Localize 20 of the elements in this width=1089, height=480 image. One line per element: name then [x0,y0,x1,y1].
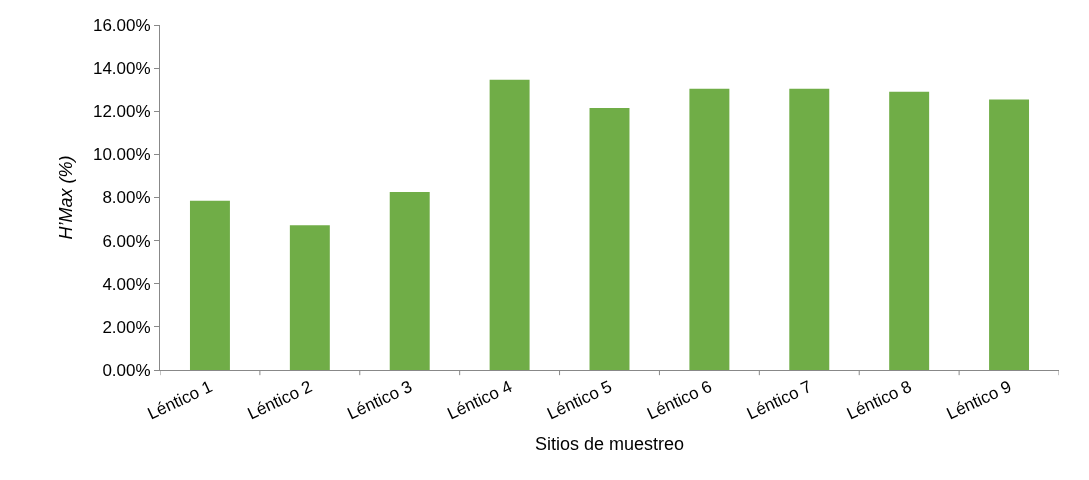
y-axis-title: H’Max (%) [56,155,77,240]
bar [589,108,630,370]
bar [989,99,1030,370]
y-tick-label: 0.00% [102,360,151,380]
bar [389,191,430,370]
y-tick-label: 16.00% [92,15,151,35]
bar [789,88,830,370]
y-tick-label: 12.00% [92,102,151,122]
y-tick-label: 4.00% [102,274,151,294]
x-axis-title: Sitios de muestreo [534,434,685,455]
y-tick-label: 10.00% [92,145,151,165]
y-tick-label: 6.00% [102,231,151,251]
bar [689,88,730,370]
y-tick-label: 2.00% [102,317,151,337]
bar [289,225,330,370]
bar [889,91,930,370]
y-tick-label: 14.00% [92,59,151,79]
bar [489,79,530,370]
bar [189,200,230,370]
y-tick-label: 8.00% [102,188,151,208]
